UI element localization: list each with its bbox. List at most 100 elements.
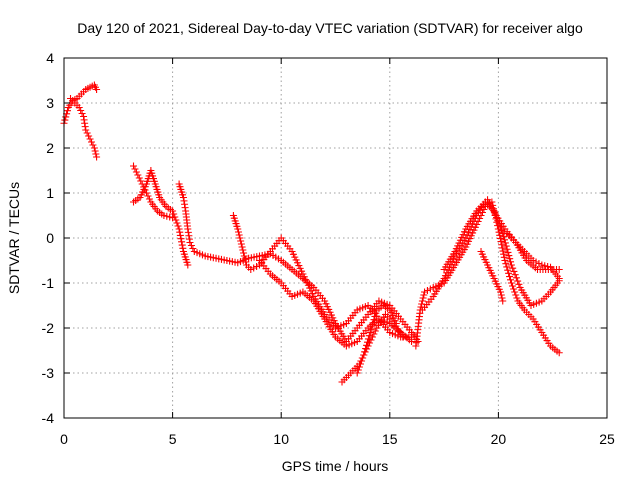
data-point — [500, 250, 508, 258]
data-point — [500, 236, 508, 244]
data-point — [372, 309, 380, 317]
data-point — [512, 274, 520, 282]
data-point — [509, 264, 517, 272]
y-tick-label: -3 — [42, 365, 55, 381]
data-point — [494, 225, 502, 233]
data-point — [234, 228, 242, 236]
data-point — [497, 291, 505, 299]
data-point — [63, 107, 71, 115]
data-point — [532, 258, 540, 266]
data-point — [506, 255, 514, 263]
y-tick-label: 3 — [46, 95, 54, 111]
data-point — [163, 212, 171, 220]
data-point — [160, 212, 168, 219]
data-point — [364, 335, 372, 343]
x-tick-label: 5 — [169, 431, 177, 447]
data-point — [514, 277, 522, 285]
data-point — [171, 213, 179, 221]
y-tick-label: 2 — [46, 140, 54, 156]
data-point — [367, 325, 375, 333]
data-point — [555, 275, 563, 282]
data-point — [178, 241, 186, 249]
y-tick-label: -2 — [42, 320, 55, 336]
data-point — [363, 341, 371, 349]
data-point — [503, 263, 511, 271]
data-point — [420, 291, 428, 299]
data-point — [512, 291, 520, 299]
data-point — [360, 351, 368, 359]
data-point — [144, 192, 152, 200]
data-point — [130, 162, 138, 170]
data-point — [237, 240, 245, 248]
data-point — [90, 144, 98, 152]
data-points-layer — [60, 81, 563, 386]
data-point — [555, 266, 563, 273]
data-point — [363, 338, 371, 346]
data-point — [93, 153, 101, 161]
data-point — [500, 233, 508, 241]
data-point — [500, 228, 508, 236]
data-point — [544, 263, 552, 270]
data-point — [135, 174, 143, 182]
data-point — [513, 294, 521, 302]
data-point — [143, 189, 151, 197]
data-point — [507, 279, 515, 287]
data-point — [354, 366, 362, 374]
series-arc-7 — [255, 257, 416, 350]
data-point — [176, 228, 184, 236]
data-point — [187, 242, 195, 249]
y-tick-label: -4 — [42, 410, 55, 426]
data-point — [78, 110, 86, 117]
y-tick-label: -1 — [42, 275, 55, 291]
data-point — [423, 287, 431, 294]
data-point — [88, 138, 96, 146]
data-point — [178, 238, 186, 246]
data-point — [510, 285, 518, 293]
data-point — [511, 288, 519, 296]
data-point — [505, 269, 513, 277]
data-point — [85, 132, 93, 140]
data-point — [77, 107, 85, 114]
data-point — [515, 280, 523, 288]
data-point — [362, 345, 370, 353]
data-point — [145, 195, 153, 203]
x-tick-label: 0 — [60, 431, 68, 447]
data-point — [507, 276, 515, 284]
data-point — [497, 288, 505, 296]
series-arc-3 — [130, 162, 177, 222]
data-point — [511, 271, 519, 279]
data-point — [86, 135, 94, 143]
data-point — [504, 266, 512, 274]
data-point — [369, 319, 377, 327]
data-point — [176, 231, 184, 239]
data-point — [408, 338, 416, 345]
data-point — [541, 262, 549, 270]
data-point — [131, 165, 139, 173]
y-tick-label: 4 — [46, 50, 54, 66]
data-point — [235, 231, 243, 239]
data-point — [510, 267, 518, 275]
data-point — [174, 222, 182, 230]
data-point — [82, 126, 90, 134]
data-point — [237, 237, 245, 245]
data-point — [418, 300, 426, 308]
data-point — [242, 258, 250, 266]
data-point — [507, 261, 515, 269]
chart-title: Day 120 of 2021, Sidereal Day-to-day VTE… — [77, 20, 583, 36]
data-point — [173, 219, 181, 227]
data-point — [240, 252, 248, 260]
data-point — [421, 288, 429, 296]
data-point — [368, 333, 376, 341]
data-point — [134, 171, 142, 179]
data-point — [61, 116, 69, 124]
data-point — [62, 113, 70, 121]
data-point — [501, 239, 509, 247]
data-point — [241, 255, 249, 263]
data-point — [189, 245, 197, 252]
data-point — [499, 297, 507, 305]
data-point — [505, 252, 513, 260]
data-point — [426, 285, 434, 293]
data-point — [186, 239, 194, 246]
data-point — [247, 266, 255, 273]
